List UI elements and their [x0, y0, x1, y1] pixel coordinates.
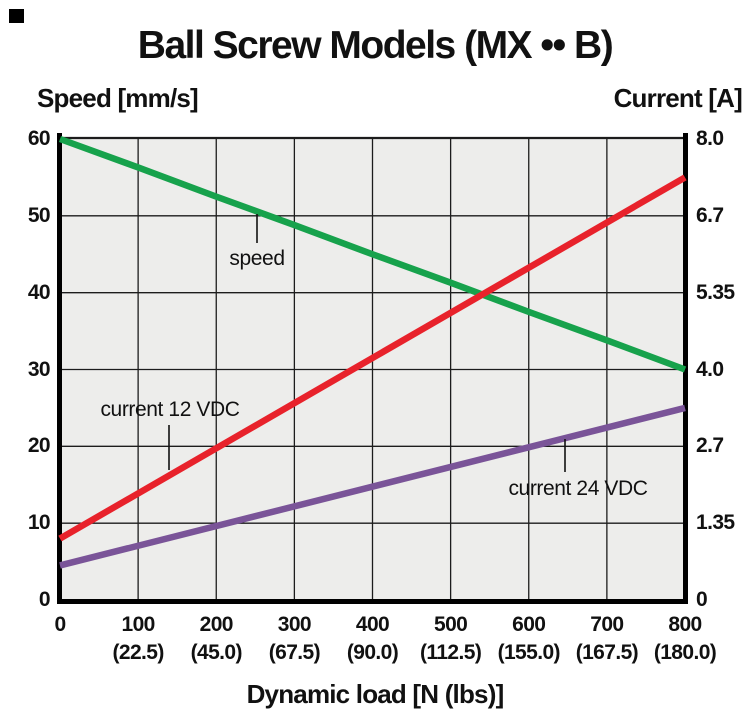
series-label-current-24vdc: current 24 VDC: [508, 477, 648, 500]
x-tick-label-lbs: (45.0): [190, 641, 243, 664]
y-tick-label-left: 10: [27, 511, 51, 535]
chart-title: Ball Screw Models (MX •• B): [137, 24, 614, 67]
series-label-speed: speed: [229, 247, 285, 270]
x-tick-label: 800: [668, 613, 702, 636]
series-line-current-24vdc: [59, 404, 686, 569]
x-axis-title: Dynamic load [N (lbs)]: [246, 679, 505, 709]
series-line-current-12vdc: [58, 174, 687, 542]
x-tick-label: 0: [54, 613, 66, 636]
x-tick-label-lbs: (180.0): [653, 641, 717, 664]
y-tick-label-left: 30: [27, 357, 51, 381]
x-tick-label-lbs: (90.0): [346, 641, 399, 664]
corner-marker-square: [9, 9, 24, 23]
y-tick-label-right: 8.0: [696, 127, 724, 150]
series-line-speed: [58, 135, 687, 373]
x-tick-label: 600: [512, 613, 546, 636]
x-tick-label: 200: [199, 613, 234, 636]
y-tick-label-left: 20: [27, 434, 51, 458]
x-tick-label-lbs: (22.5): [112, 641, 164, 664]
y-tick-label-right: 5.35: [696, 280, 735, 304]
x-tick-label: 300: [277, 613, 312, 636]
y-tick-label-right: 6.7: [696, 203, 724, 227]
x-tick-label: 100: [121, 613, 156, 636]
left-axis-title: Speed [mm/s]: [37, 83, 199, 113]
x-tick-label-lbs: (167.5): [575, 641, 639, 664]
x-tick-label: 400: [355, 613, 390, 636]
y-tick-label-right: 2.7: [696, 434, 724, 458]
y-tick-label-left: 0: [38, 588, 51, 611]
y-tick-label-left: 60: [27, 127, 51, 150]
y-tick-label-right: 4.0: [696, 357, 724, 381]
y-tick-label-left: 40: [27, 280, 51, 304]
x-tick-label-lbs: (155.0): [497, 641, 561, 664]
x-tick-label: 500: [434, 613, 468, 636]
series-label-current-12vdc: current 12 VDC: [100, 398, 240, 421]
y-tick-label-left: 50: [27, 203, 51, 227]
x-tick-label-lbs: (112.5): [420, 641, 482, 664]
right-axis-title: Current [A]: [613, 83, 743, 113]
y-tick-label-right: 0: [696, 588, 708, 611]
x-tick-label: 700: [590, 613, 624, 636]
y-tick-label-right: 1.35: [696, 511, 735, 535]
x-tick-label-lbs: (67.5): [268, 641, 321, 664]
